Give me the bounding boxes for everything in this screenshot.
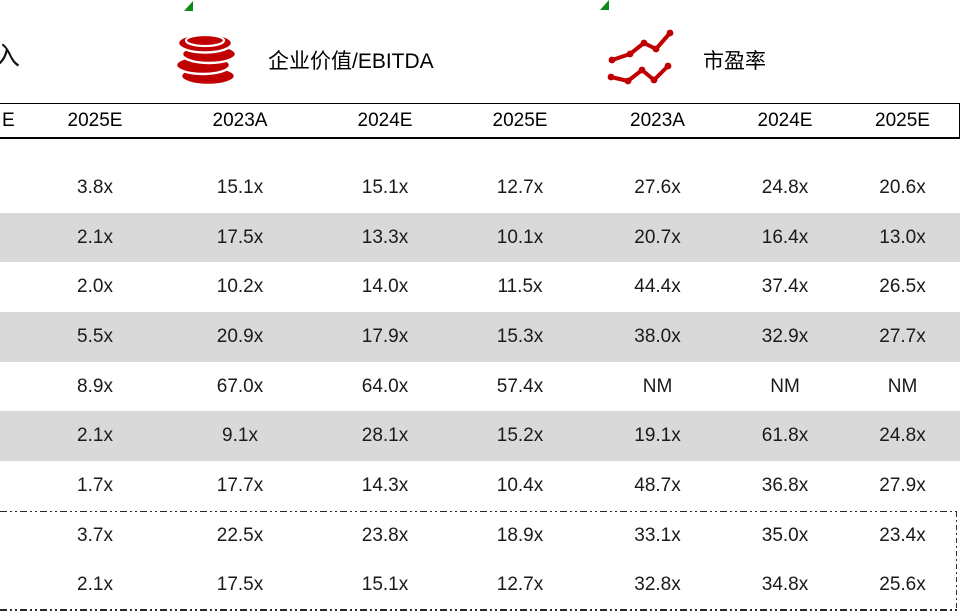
ev-ebitda-label: 企业价值/EBITDA	[268, 50, 434, 73]
data-rows: 3.8x 15.1x 15.1x 12.7x 27.6x 24.8x 20.6x 2.1x 17…	[0, 163, 960, 511]
line-chart-icon	[607, 29, 674, 85]
table-cell: 32.8x	[634, 573, 681, 595]
table-cell: 44.4x	[634, 276, 681, 298]
table-cell: 15.2x	[496, 425, 544, 447]
table-cell: 18.9x	[496, 525, 544, 547]
table-cell: 27.9x	[879, 474, 926, 496]
table-row: 8.9x 67.0x 64.0x 57.4x NM NM NM	[0, 362, 960, 412]
table-cell: 12.7x	[496, 176, 544, 198]
table-cell: 12.7x	[496, 573, 544, 595]
header-cell: 2025E	[492, 109, 548, 131]
table-cell: 17.7x	[216, 474, 264, 496]
table-row: 2.1x 9.1x 28.1x 15.2x 19.1x 61.8x 24.8x	[0, 411, 960, 462]
table-cell: 34.8x	[761, 573, 809, 595]
table-cell: 15.1x	[216, 176, 264, 198]
table-cell: 2.0x	[77, 276, 113, 298]
table-cell: 28.1x	[361, 425, 409, 447]
header-cell: 2025E	[875, 109, 930, 131]
table-cell: 15.1x	[361, 573, 409, 595]
header-cell: E	[2, 109, 15, 131]
table-cell: 5.5x	[77, 325, 113, 347]
table-cell: 22.5x	[216, 525, 264, 547]
table-cell: 23.8x	[361, 525, 409, 547]
table-cell: 13.0x	[879, 226, 926, 248]
table-cell: 19.1x	[634, 425, 681, 447]
table-cell: 17.9x	[361, 325, 409, 347]
table-cell: 14.3x	[361, 474, 409, 496]
table-cell: 2.1x	[77, 226, 113, 248]
table-row: 3.7x 22.5x 23.8x 18.9x 33.1x 35.0x 23.4x	[0, 512, 960, 561]
cropped-metric-label-fragment: 入	[0, 41, 21, 71]
table-row: 2.0x 10.2x 14.0x 11.5x 44.4x 37.4x 26.5x	[0, 262, 960, 312]
header-cell: 2024E	[757, 109, 813, 131]
table-cell: 9.1x	[222, 425, 258, 447]
table-cell: 37.4x	[761, 276, 809, 298]
table-cell: 10.1x	[496, 226, 544, 248]
coins-icon	[175, 32, 238, 87]
table-cell: 35.0x	[761, 525, 809, 547]
table-cell: 10.4x	[496, 474, 544, 496]
table-cell: 36.8x	[761, 474, 809, 496]
table-cell: 10.2x	[216, 276, 264, 298]
table-cell: 20.7x	[634, 226, 681, 248]
table-cell: 15.3x	[496, 325, 544, 347]
table-row: 2.1x 17.5x 15.1x 12.7x 32.8x 34.8x 25.6x	[0, 560, 960, 610]
table-cell: 16.4x	[761, 226, 809, 248]
green-marker-icon	[184, 1, 193, 11]
table-row: 5.5x 20.9x 17.9x 15.3x 38.0x 32.9x 27.7x	[0, 312, 960, 362]
table-cell: NM	[642, 375, 673, 397]
table-cell: 27.7x	[879, 325, 926, 347]
table-cell: 64.0x	[361, 375, 409, 397]
summary-top-dashed-border	[0, 510, 960, 513]
summary-rows: 3.7x 22.5x 23.8x 18.9x 33.1x 35.0x 23.4x 2.1x 17…	[0, 512, 960, 610]
table-cell: 17.5x	[216, 226, 264, 248]
table-cell: 27.6x	[634, 176, 681, 198]
table-cell: 8.9x	[77, 375, 113, 397]
table-cell: 1.7x	[77, 474, 113, 496]
table-cell: 20.9x	[216, 325, 264, 347]
table-cell: 3.8x	[77, 176, 113, 198]
table-row: 2.1x 17.5x 13.3x 10.1x 20.7x 16.4x 13.0x	[0, 212, 960, 263]
table-body: 3.8x 15.1x 15.1x 12.7x 27.6x 24.8x 20.6x 2.1x 17…	[0, 139, 960, 611]
table-cell: 2.1x	[77, 425, 113, 447]
table-header-row: E 2025E 2023A 2024E 2025E 2023A 2024E 2025E	[0, 103, 960, 139]
table-cell: 15.1x	[361, 176, 409, 198]
table-cell: NM	[887, 375, 918, 397]
table-cell: 11.5x	[497, 276, 543, 298]
header-gap	[0, 139, 960, 163]
table-cell: 24.8x	[761, 176, 809, 198]
pe-ratio-label: 市盈率	[703, 50, 766, 73]
table-cell: 20.6x	[879, 176, 926, 198]
table-cell: 3.7x	[77, 525, 113, 547]
table-cell: 23.4x	[879, 525, 926, 547]
table-cell: 32.9x	[761, 325, 809, 347]
table-cell: 25.6x	[879, 573, 926, 595]
table-cell: 13.3x	[361, 226, 409, 248]
header-cell: 2023A	[212, 109, 268, 131]
table-cell: NM	[770, 375, 800, 397]
table-row: 3.8x 15.1x 15.1x 12.7x 27.6x 24.8x 20.6x	[0, 163, 960, 213]
table-cell: 38.0x	[634, 325, 681, 347]
green-marker-icon	[600, 0, 609, 10]
table-cell: 67.0x	[216, 375, 264, 397]
table-cell: 61.8x	[761, 425, 809, 447]
table-cell: 2.1x	[77, 573, 113, 595]
table-cell: 14.0x	[361, 276, 409, 298]
table-cell: 57.4x	[496, 375, 544, 397]
summary-right-dashed-border	[955, 511, 957, 610]
summary-bottom-dashed-border	[0, 609, 960, 611]
table-cell: 33.1x	[634, 525, 681, 547]
table-cell: 26.5x	[879, 276, 926, 298]
table-cell: 48.7x	[634, 474, 681, 496]
table-cell: 17.5x	[216, 573, 264, 595]
table-row: 1.7x 17.7x 14.3x 10.4x 48.7x 36.8x 27.9x	[0, 461, 960, 511]
header-cell: 2024E	[357, 109, 413, 131]
header-cell: 2025E	[67, 109, 123, 131]
table-cell: 24.8x	[879, 425, 926, 447]
header-cell: 2023A	[630, 109, 685, 131]
summary-block: 3.7x 22.5x 23.8x 18.9x 33.1x 35.0x 23.4x 2.1x 17…	[0, 510, 960, 611]
